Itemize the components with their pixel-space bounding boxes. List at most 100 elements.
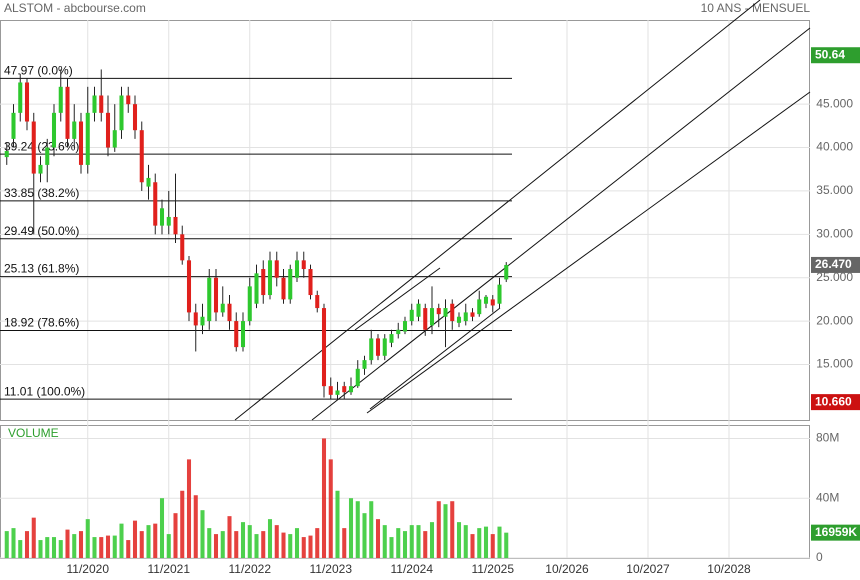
price-panel [0, 20, 810, 421]
chart-subtitle: 10 ANS - MENSUEL [701, 1, 811, 15]
candle-body [85, 112, 90, 165]
candle-body [126, 95, 131, 105]
fib-label: 29.49 (50.0%) [4, 224, 79, 238]
volume-bar [362, 513, 367, 558]
candle-body [132, 104, 138, 131]
candle-body [382, 338, 387, 356]
volume-bar [483, 526, 489, 558]
candle-body [308, 269, 313, 296]
volume-bar [180, 490, 185, 558]
candle-body [78, 121, 84, 165]
x-tick-label: 10/2027 [626, 562, 670, 576]
y-tick-label: 40M [816, 490, 839, 504]
volume-bar [4, 531, 9, 558]
candle-body [247, 286, 252, 322]
volume-bar [490, 534, 495, 558]
x-tick-label: 10/2026 [545, 562, 589, 576]
volume-bar [166, 534, 171, 558]
x-tick-label: 11/2020 [67, 562, 110, 576]
candle-body [267, 260, 273, 296]
volume-bar [369, 501, 374, 558]
volume-bar [51, 537, 57, 558]
candle-body [288, 269, 293, 300]
volume-bar [315, 528, 320, 558]
fib-label: 33.85 (38.2%) [4, 186, 79, 200]
candle-body [429, 308, 435, 326]
volume-bar [389, 537, 394, 558]
candle-body [38, 164, 43, 174]
volume-bar [240, 522, 246, 558]
channel-line [234, 0, 761, 421]
candle-body [436, 308, 441, 315]
volume-bar [24, 531, 30, 558]
volume-bar [477, 528, 482, 558]
channel-line [369, 307, 501, 410]
channel-line [354, 267, 441, 331]
channel-line [366, 91, 811, 414]
price-marker-label: 16959K [815, 525, 857, 539]
candle-body [213, 277, 219, 313]
candle-body [497, 284, 502, 304]
candle-body [92, 95, 97, 113]
volume-bar [18, 540, 23, 558]
candle-body [173, 216, 178, 235]
candle-body [159, 208, 165, 226]
candle-body [416, 303, 421, 317]
candle-body [227, 303, 232, 322]
candle-body [504, 264, 509, 280]
volume-bar [288, 534, 293, 558]
y-tick-label: 40.000 [816, 140, 853, 154]
candle-body [18, 82, 23, 113]
price-marker [811, 394, 860, 411]
volume-bar [396, 528, 401, 558]
volume-bar [504, 532, 509, 558]
volume-bar [308, 535, 313, 558]
volume-bar [321, 438, 327, 558]
candle-body [234, 321, 239, 348]
x-tick-label: 11/2022 [229, 562, 272, 576]
candle-body [456, 316, 462, 323]
y-tick-label: 45.000 [816, 96, 853, 110]
volume-bar [132, 520, 138, 558]
volume-bar [294, 528, 300, 558]
candle-body [254, 273, 259, 304]
volume-bar [85, 519, 90, 558]
candle-body [45, 147, 50, 165]
volume-bar [193, 495, 198, 558]
volume-bar [186, 459, 192, 558]
candle-body [321, 308, 327, 387]
x-tick-label: 11/2024 [391, 562, 434, 576]
volume-bar [65, 529, 70, 558]
candle-body [294, 260, 300, 278]
volume-bar [31, 517, 36, 558]
candle-body [443, 308, 448, 317]
price-marker [811, 47, 860, 64]
volume-bar [119, 523, 124, 558]
volume-bar [409, 525, 414, 558]
volume-bar [38, 540, 43, 558]
volume-bar [497, 526, 502, 558]
volume-bar [436, 501, 441, 558]
y-tick-label: 35.000 [816, 183, 853, 197]
candle-body [348, 386, 354, 393]
candle-body [51, 112, 57, 148]
y-tick-label: 80M [816, 431, 839, 445]
candle-body [375, 338, 381, 356]
candle-body [193, 312, 198, 326]
price-marker [811, 256, 860, 273]
volume-bar [254, 534, 259, 558]
x-tick-label: 11/2025 [472, 562, 515, 576]
volume-bar [126, 540, 131, 558]
price-marker [811, 524, 860, 541]
volume-bar [456, 522, 462, 558]
x-tick-label: 11/2023 [310, 562, 353, 576]
candle-body [490, 299, 495, 306]
volume-bar [207, 528, 212, 558]
candle-body [112, 130, 117, 148]
x-tick-label: 11/2021 [148, 562, 191, 576]
candle-body [369, 338, 374, 361]
candle-body [463, 312, 468, 322]
volume-bar [281, 532, 286, 558]
volume-bar [463, 525, 468, 558]
